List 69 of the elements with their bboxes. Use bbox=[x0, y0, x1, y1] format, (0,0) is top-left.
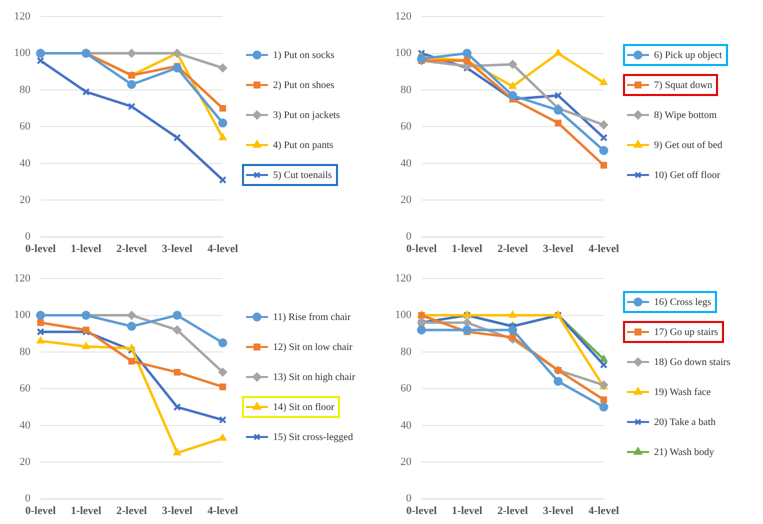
legend-label: 5) Cut toenails bbox=[273, 170, 332, 180]
y-tick-label: 0 bbox=[406, 230, 412, 243]
y-tick-label: 80 bbox=[20, 346, 31, 358]
y-tick-label: 40 bbox=[400, 157, 412, 170]
x-tick-label: 4-level bbox=[588, 505, 620, 518]
y-tick-label: 80 bbox=[400, 346, 412, 358]
x-tick-label: 1-level bbox=[452, 505, 482, 518]
x-tick-label: 2-level bbox=[116, 505, 147, 518]
x-tick-label: 0-level bbox=[25, 243, 56, 256]
legend-label: 11) Rise from chair bbox=[273, 312, 351, 322]
x-tick-label: 3-level bbox=[162, 243, 192, 256]
y-tick-label: 80 bbox=[20, 84, 31, 96]
x-tick-label: 0-level bbox=[406, 243, 437, 256]
y-tick-label: 120 bbox=[395, 10, 412, 22]
y-tick-label: 120 bbox=[14, 10, 31, 22]
y-tick-label: 120 bbox=[395, 272, 412, 284]
x-tick-label: 3-level bbox=[162, 505, 192, 518]
legend-label: 6) Pick up object bbox=[654, 50, 722, 60]
y-tick-label: 120 bbox=[14, 272, 31, 284]
x-tick-label: 2-level bbox=[116, 243, 147, 256]
y-tick-label: 60 bbox=[20, 382, 31, 395]
y-tick-label: 60 bbox=[400, 120, 412, 133]
x-tick-label: 0-level bbox=[406, 505, 437, 518]
x-tick-label: 2-level bbox=[497, 505, 528, 518]
legend-label: 12) Sit on low chair bbox=[273, 342, 352, 352]
x-tick-label: 3-level bbox=[542, 505, 574, 518]
y-tick-label: 20 bbox=[400, 194, 412, 206]
y-tick-label: 100 bbox=[395, 47, 412, 60]
y-tick-label: 100 bbox=[14, 309, 31, 322]
legend-label: 7) Squat down bbox=[654, 80, 712, 90]
y-tick-label: 40 bbox=[20, 157, 31, 170]
x-tick-label: 4-level bbox=[207, 243, 238, 256]
legend-label: 1) Put on socks bbox=[273, 50, 334, 60]
y-tick-label: 60 bbox=[400, 382, 412, 395]
legend-label: 13) Sit on high chair bbox=[273, 372, 356, 382]
y-tick-label: 100 bbox=[395, 309, 412, 322]
legend-label: 18) Go down stairs bbox=[654, 356, 730, 368]
x-tick-label: 1-level bbox=[70, 505, 102, 518]
x-tick-label: 4-level bbox=[588, 243, 620, 256]
legend-label: 10) Get off floor bbox=[654, 170, 720, 180]
y-tick-label: 100 bbox=[14, 47, 31, 60]
x-tick-label: 0-level bbox=[25, 505, 56, 518]
legend-label: 8) Wipe bottom bbox=[654, 110, 717, 120]
y-tick-label: 0 bbox=[25, 492, 31, 505]
legend-label: 9) Get out of bed bbox=[654, 140, 722, 150]
y-tick-label: 20 bbox=[400, 456, 412, 468]
y-tick-label: 80 bbox=[400, 84, 412, 96]
legend-label: 4) Put on pants bbox=[273, 140, 334, 150]
x-tick-label: 4-level bbox=[207, 505, 238, 518]
x-tick-label: 1-level bbox=[70, 243, 102, 256]
legend-label: 19) Wash face bbox=[654, 386, 711, 398]
y-tick-label: 20 bbox=[20, 456, 31, 468]
legend-label: 20) Take a bath bbox=[654, 416, 716, 428]
y-tick-label: 60 bbox=[20, 120, 31, 133]
x-tick-label: 3-level bbox=[542, 243, 574, 256]
x-tick-label: 1-level bbox=[452, 243, 482, 256]
legend-label: 3) Put on jackets bbox=[273, 110, 340, 120]
y-tick-label: 40 bbox=[20, 419, 31, 432]
y-tick-label: 0 bbox=[406, 492, 412, 505]
y-tick-label: 20 bbox=[20, 194, 31, 206]
legend-label: 2) Put on shoes bbox=[273, 80, 334, 90]
legend-label: 21) Wash body bbox=[654, 446, 714, 458]
legend-label: 17) Go up stairs bbox=[654, 326, 718, 338]
legend-label: 14) Sit on floor bbox=[273, 402, 334, 412]
legend-label: 15) Sit cross-legged bbox=[273, 432, 353, 442]
y-tick-label: 0 bbox=[25, 230, 31, 243]
legend-label: 16) Cross legs bbox=[654, 296, 712, 308]
x-tick-label: 2-level bbox=[497, 243, 528, 256]
y-tick-label: 40 bbox=[400, 419, 412, 432]
